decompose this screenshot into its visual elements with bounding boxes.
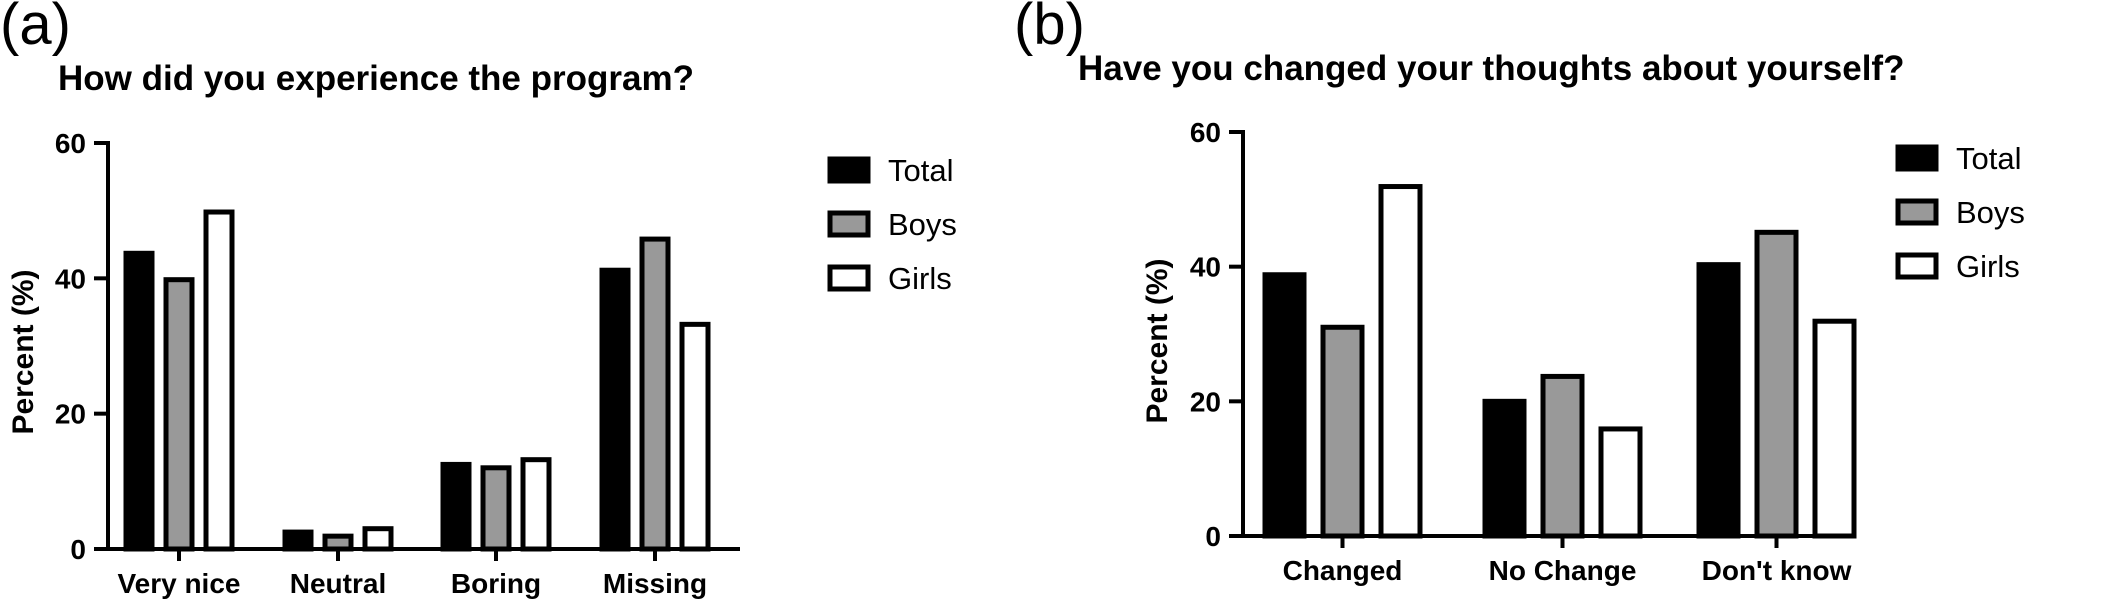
chart-b-bar-total-2 (1696, 262, 1741, 539)
chart-b-category-label: No Change (1489, 555, 1637, 586)
chart-b-legend-swatch-total (1895, 144, 1939, 172)
chart-a-bar-girls-0 (203, 209, 235, 552)
chart-b-y-axis-label: Percent (%) (1141, 258, 1174, 423)
chart-b-category-label: Changed (1283, 555, 1403, 586)
chart-a-bar-girls-1 (362, 526, 394, 552)
chart-a-y-tick-label: 20 (55, 399, 86, 430)
chart-b-legend-label-girls: Girls (1956, 249, 2020, 284)
chart-a-y-tick-label: 40 (55, 263, 86, 294)
chart-b-bar-total-1 (1482, 398, 1527, 539)
chart-a-bar-boys-2 (480, 465, 512, 552)
panel-b-letter: (b) (1014, 0, 1085, 57)
chart-a-bar-total-3 (599, 267, 631, 552)
chart-b-bar-girls-0 (1378, 184, 1423, 539)
chart-b-title: Have you changed your thoughts about you… (1078, 49, 1904, 88)
chart-a-bar-boys-0 (163, 277, 195, 552)
chart-a-plot: 0 20 40 60 Very nice Neutral Boring Missing Tota… (55, 128, 957, 599)
chart-a-bar-total-2 (440, 461, 472, 552)
chart-b-y-tick-label: 20 (1190, 386, 1221, 417)
chart-a-category-label: Neutral (290, 568, 386, 599)
chart-b-bar-boys-2 (1754, 229, 1799, 539)
panel-a-letter: (a) (0, 0, 71, 57)
chart-b-bar-girls-2 (1812, 318, 1857, 539)
chart-a-bar-boys-3 (639, 236, 671, 552)
chart-a-category-label: Boring (451, 568, 541, 599)
chart-a-bar-girls-2 (520, 457, 552, 552)
chart-b-category-label: Don't know (1702, 555, 1852, 586)
chart-a-category-label: Very nice (118, 568, 241, 599)
chart-a-title: How did you experience the program? (58, 59, 694, 98)
chart-b-bar-total-0 (1262, 272, 1307, 539)
chart-a-legend-label-girls: Girls (888, 261, 952, 296)
chart-b-plot: 0 20 40 60 Changed No Change Don't know Total Bo… (1190, 117, 2025, 586)
chart-a-legend-label-total: Total (888, 153, 953, 188)
chart-b-bar-boys-0 (1320, 324, 1365, 539)
chart-b-legend-label-total: Total (1956, 141, 2021, 176)
chart-b-legend-swatch-boys (1895, 198, 1939, 226)
chart-a-legend-label-boys: Boys (888, 207, 957, 242)
chart-b-bar-boys-1 (1540, 373, 1585, 539)
chart-a-bar-total-1 (282, 529, 314, 552)
chart-b-y-tick-label: 0 (1205, 521, 1221, 552)
chart-b-y-tick-label: 40 (1190, 252, 1221, 283)
chart-a-bar-girls-3 (679, 321, 711, 552)
chart-a-bar-total-0 (123, 250, 155, 552)
chart-b-legend-label-boys: Boys (1956, 195, 2025, 230)
chart-b-bar-girls-1 (1598, 426, 1643, 539)
chart-a-category-label: Missing (603, 568, 707, 599)
chart-a-legend-swatch-total (827, 156, 871, 184)
chart-b-y-tick-label: 60 (1190, 117, 1221, 148)
chart-a-y-tick-label: 60 (55, 128, 86, 159)
chart-a-y-tick-label: 0 (70, 534, 86, 565)
chart-a-y-axis-label: Percent (%) (7, 269, 40, 434)
chart-a-legend-swatch-boys (827, 210, 871, 238)
chart-b-legend-swatch-girls (1895, 252, 1939, 280)
chart-a-legend-swatch-girls (827, 264, 871, 292)
